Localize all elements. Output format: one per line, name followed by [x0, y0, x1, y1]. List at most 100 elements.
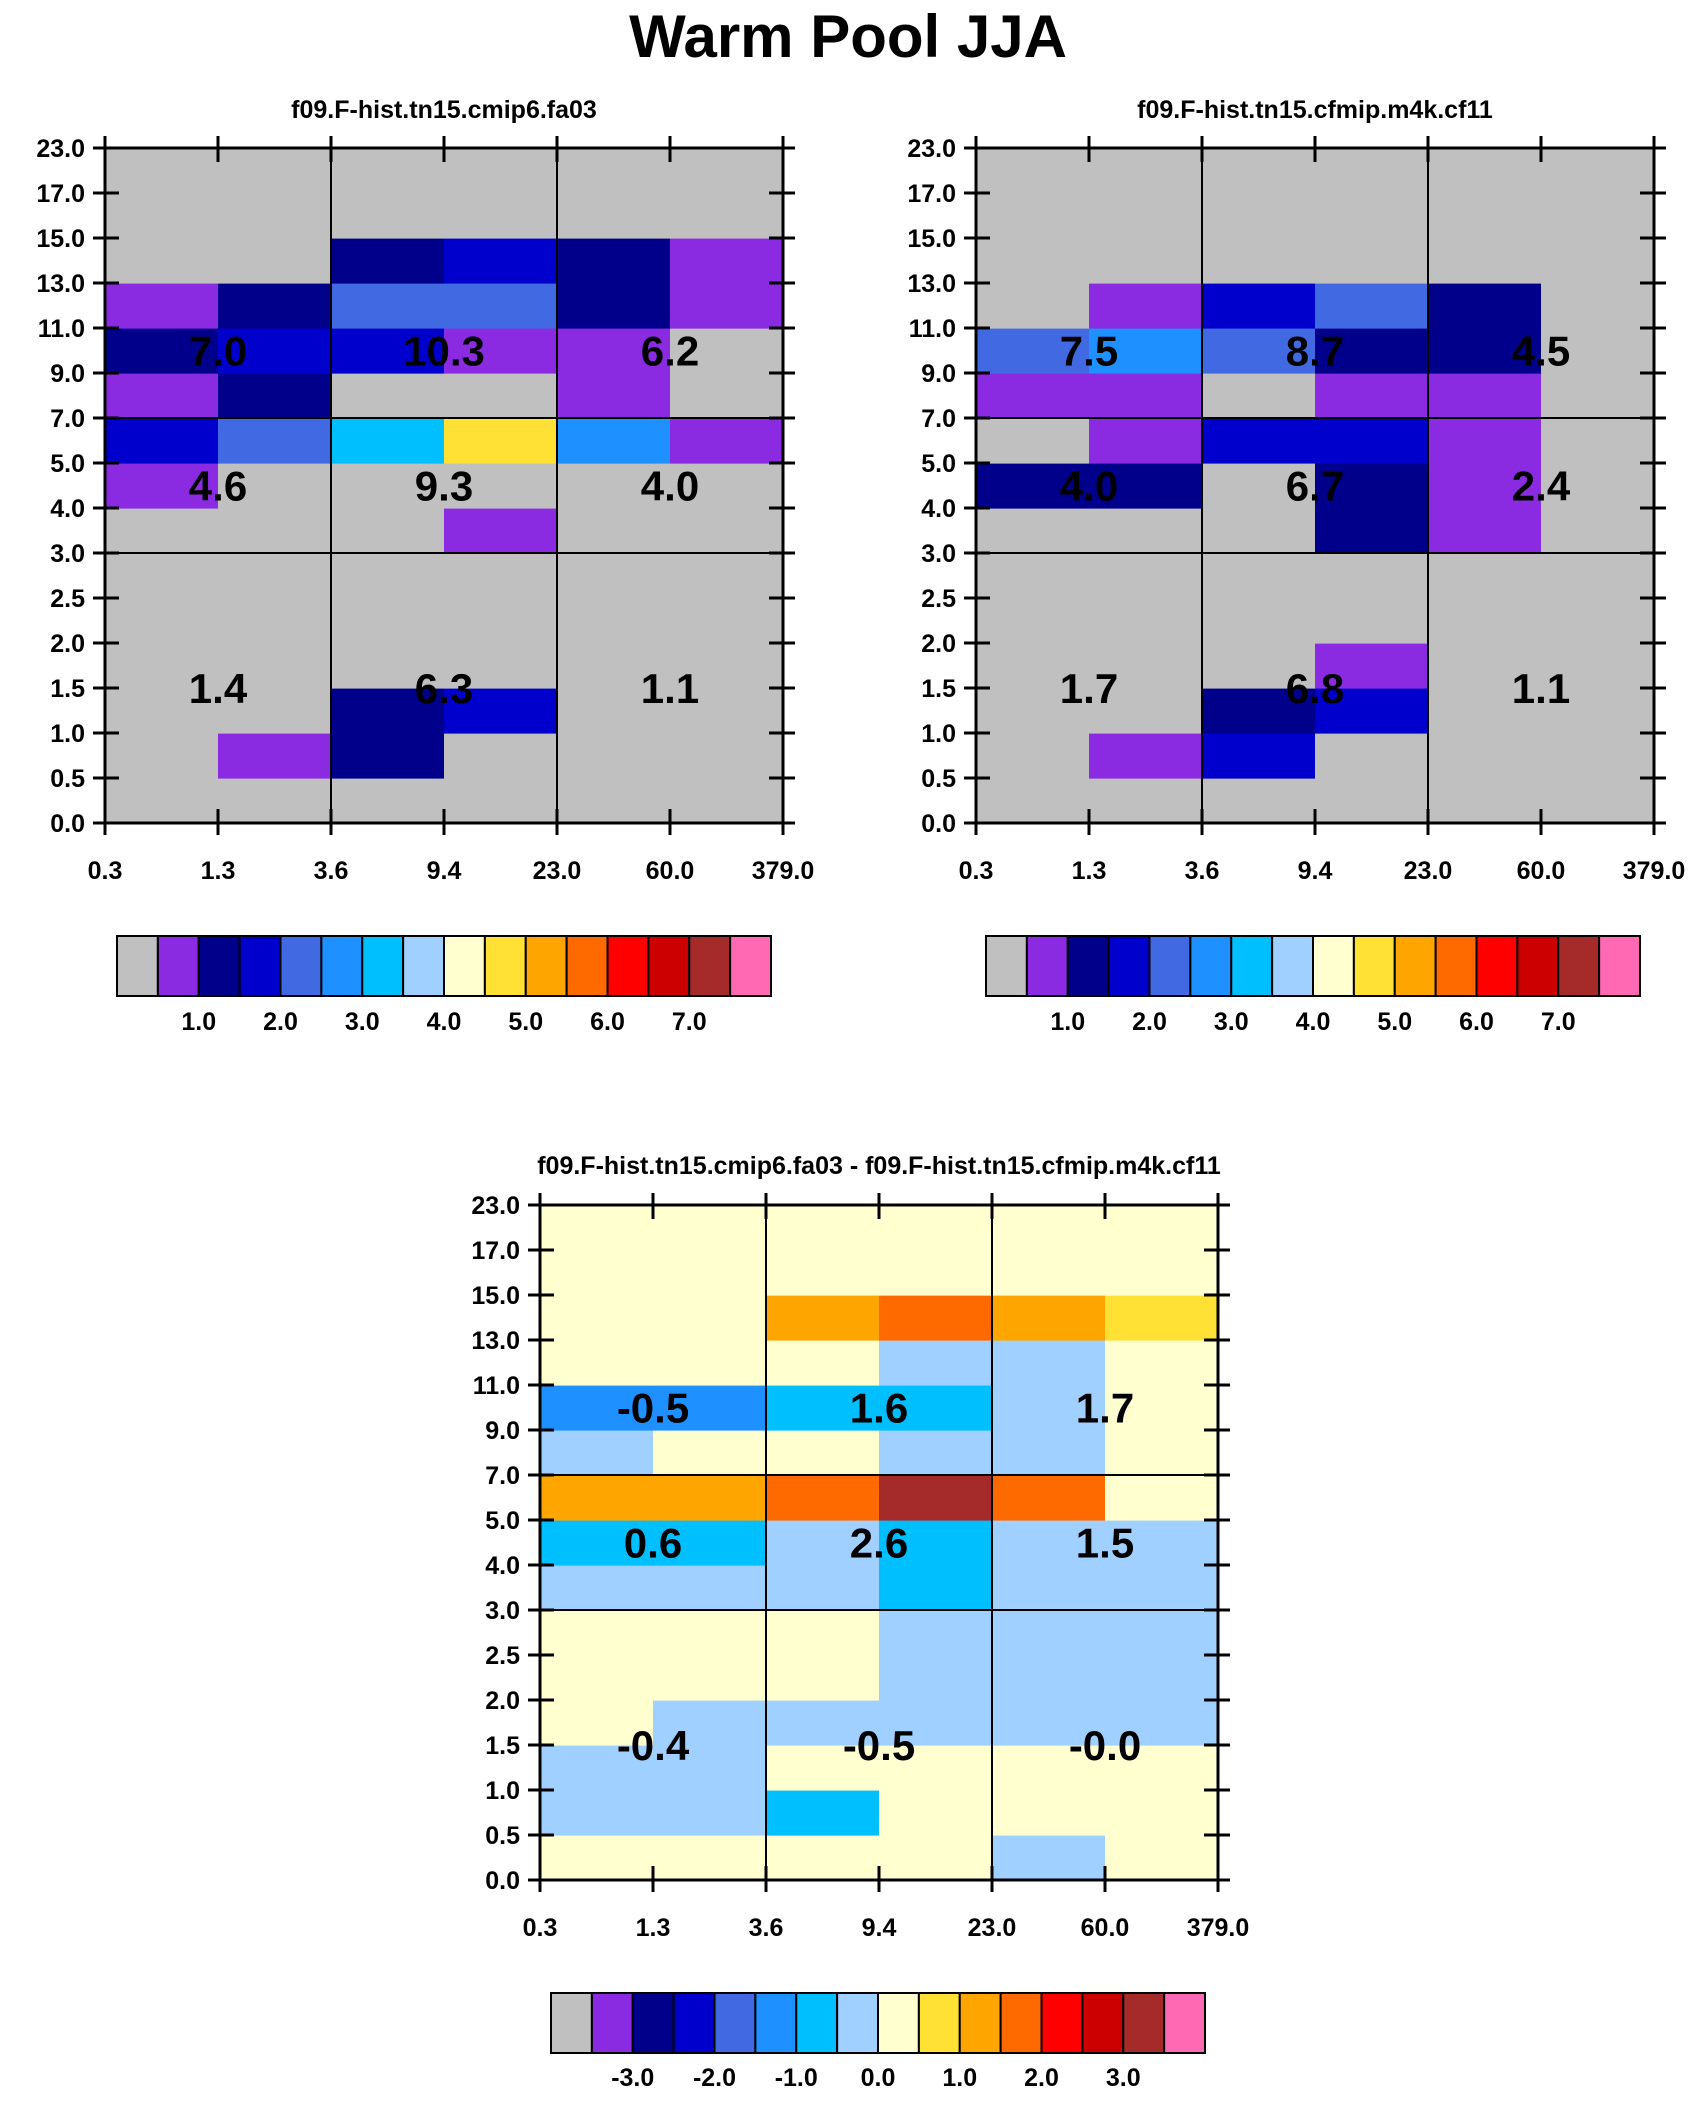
- heatmap-cell: [1089, 328, 1203, 374]
- y-tick-label: 7.0: [485, 1462, 520, 1490]
- colorbar-tick-label: 1.0: [181, 1008, 216, 1036]
- heatmap-cell: [1105, 1520, 1219, 1566]
- y-tick-label: 17.0: [907, 180, 956, 208]
- y-tick-label: 17.0: [471, 1237, 520, 1265]
- heatmap-cell: [1105, 1430, 1219, 1476]
- y-tick-label: 5.0: [485, 1507, 520, 1535]
- y-tick-label: 3.0: [485, 1597, 520, 1625]
- colorbar-swatch: [985, 935, 1028, 997]
- heatmap-cell: [992, 1475, 1106, 1521]
- heatmap-cell: [1315, 688, 1429, 734]
- heatmap-cell: [1202, 598, 1316, 644]
- heatmap-cell: [992, 1565, 1106, 1611]
- heatmap-cell: [879, 1790, 993, 1836]
- group-value-label: 1.5: [1076, 1520, 1134, 1567]
- heatmap-cell: [331, 148, 445, 194]
- heatmap-cell: [105, 193, 219, 239]
- heatmap-cell: [1541, 688, 1655, 734]
- heatmap-cell: [1541, 283, 1655, 329]
- heatmap-cell: [976, 193, 1090, 239]
- group-value-label: 1.1: [641, 665, 699, 712]
- colorbar-swatch: [483, 935, 527, 997]
- heatmap-cell: [653, 1745, 767, 1791]
- heatmap-cell: [557, 598, 671, 644]
- colorbar-tick-label: -2.0: [693, 2064, 736, 2092]
- heatmap-cell: [1315, 778, 1429, 824]
- heatmap-cell: [557, 148, 671, 194]
- colorbar-swatch: [631, 1992, 675, 2054]
- heatmap-cell: [1202, 193, 1316, 239]
- heatmap-cell: [331, 238, 445, 284]
- heatmap-cell: [444, 508, 558, 554]
- heatmap-cell: [218, 463, 332, 509]
- heatmap-cell: [1105, 1745, 1219, 1791]
- heatmap-cell: [105, 733, 219, 779]
- colorbar-tick-label: -1.0: [775, 2064, 818, 2092]
- y-tick-label: 13.0: [471, 1327, 520, 1355]
- heatmap-cell: [540, 1610, 654, 1656]
- heatmap-cell: [444, 733, 558, 779]
- heatmap-cell: [879, 1430, 993, 1476]
- y-tick-label: 7.0: [921, 405, 956, 433]
- y-tick-label: 9.0: [921, 360, 956, 388]
- group-value-label: 6.8: [1286, 665, 1344, 712]
- colorbar-swatch: [1040, 1992, 1084, 2054]
- heatmap-cell: [879, 1565, 993, 1611]
- heatmap-cell: [1089, 193, 1203, 239]
- heatmap-cell: [540, 1835, 654, 1881]
- colorbar-swatch: [565, 935, 609, 997]
- group-value-label: 10.3: [403, 328, 485, 375]
- heatmap-cell: [444, 553, 558, 599]
- heatmap-cell: [1202, 283, 1316, 329]
- heatmap-cell: [331, 778, 445, 824]
- heatmap-cell: [1202, 418, 1316, 464]
- heatmap-cell: [1105, 1790, 1219, 1836]
- heatmap-cell: [653, 1655, 767, 1701]
- heatmap-cell: [218, 148, 332, 194]
- heatmap-cell: [218, 373, 332, 419]
- heatmap-cell: [992, 1835, 1106, 1881]
- colorbar-swatch: [1025, 935, 1069, 997]
- group-value-label: -0.5: [843, 1722, 915, 1769]
- heatmap-cell: [976, 643, 1090, 689]
- heatmap-cell: [670, 688, 784, 734]
- heatmap-cell: [1428, 148, 1542, 194]
- figure-title: Warm Pool JJA: [629, 3, 1067, 70]
- heatmap-cell: [879, 1340, 993, 1386]
- heatmap-cell: [766, 1205, 880, 1251]
- heatmap-cell: [1428, 193, 1542, 239]
- y-tick-label: 13.0: [36, 270, 85, 298]
- heatmap-cell: [976, 598, 1090, 644]
- group-value-label: 2.4: [1512, 463, 1571, 510]
- colorbar-swatch: [1189, 935, 1233, 997]
- heatmap-cell: [879, 1700, 993, 1746]
- y-tick-label: 5.0: [921, 450, 956, 478]
- heatmap-cell: [1428, 688, 1542, 734]
- heatmap-cell: [1428, 418, 1542, 464]
- heatmap-cell: [1541, 373, 1655, 419]
- colorbar-swatch: [1393, 935, 1437, 997]
- heatmap-cell: [1315, 733, 1429, 779]
- heatmap-cell: [218, 328, 332, 374]
- y-tick-label: 5.0: [50, 450, 85, 478]
- colorbar-swatch: [1122, 1992, 1166, 2054]
- heatmap-cell: [1202, 238, 1316, 284]
- chart-panel-panel3: f09.F-hist.tn15.cmip6.fa03 - f09.F-hist.…: [471, 1152, 1249, 2092]
- heatmap-cell: [976, 778, 1090, 824]
- heatmap-cell: [1541, 463, 1655, 509]
- heatmap-cell: [1202, 643, 1316, 689]
- colorbar-tick-label: 1.0: [942, 2064, 977, 2092]
- heatmap-cell: [105, 238, 219, 284]
- group-value-label: 1.7: [1060, 665, 1118, 712]
- x-tick-label: 23.0: [533, 857, 582, 885]
- y-tick-label: 9.0: [485, 1417, 520, 1445]
- colorbar-tick-label: 5.0: [1377, 1008, 1412, 1036]
- colorbar-swatch: [958, 1992, 1002, 2054]
- heatmap-cell: [540, 1655, 654, 1701]
- y-tick-label: 0.5: [921, 765, 956, 793]
- y-tick-label: 4.0: [50, 495, 85, 523]
- heatmap-cell: [1105, 1295, 1219, 1341]
- heatmap-cell: [879, 1205, 993, 1251]
- y-tick-label: 15.0: [471, 1282, 520, 1310]
- heatmap-cell: [670, 598, 784, 644]
